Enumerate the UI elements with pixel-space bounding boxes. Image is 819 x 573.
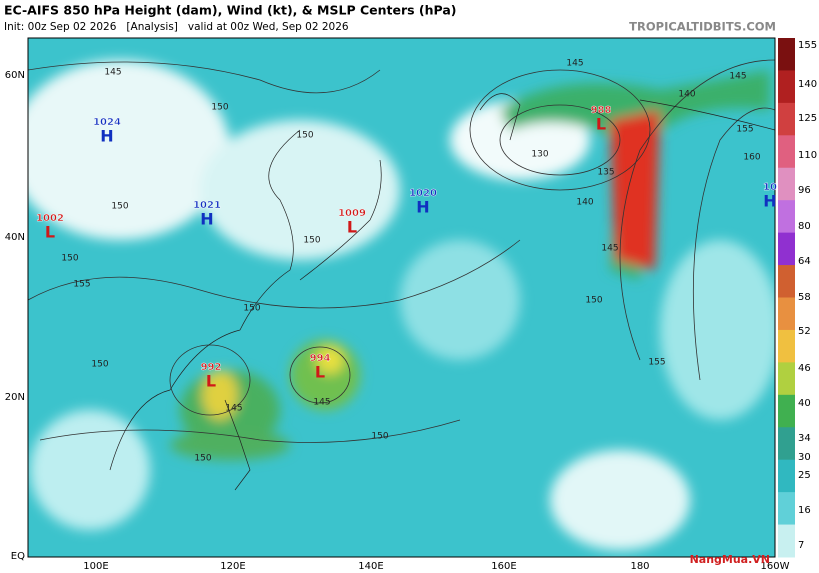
center-letter: H: [200, 210, 213, 229]
center-letter: L: [315, 363, 325, 382]
colorbar-label: 7: [798, 540, 804, 551]
colorbar-swatch: [778, 38, 795, 71]
colorbar-label: 30: [798, 452, 811, 463]
lon-label: 160E: [491, 561, 516, 572]
center-letter: H: [763, 192, 776, 211]
center-pressure: 992: [201, 362, 222, 373]
contour-label: 150: [243, 304, 260, 314]
contour-label: 135: [597, 168, 614, 178]
map-frame: [27, 37, 776, 558]
colorbar-swatch: [778, 70, 795, 104]
center-letter: L: [347, 218, 357, 237]
center-pressure: 1020: [409, 188, 437, 199]
colorbar-swatch: [778, 297, 795, 331]
contour-label: 150: [303, 236, 320, 246]
colorbar-swatch: [778, 200, 795, 234]
colorbar-swatch: [778, 492, 795, 526]
lon-label: 120E: [220, 561, 245, 572]
wind-shading: [28, 60, 775, 550]
lat-label: 40N: [5, 232, 25, 243]
contour-label: 145: [566, 59, 583, 69]
contour-label: 145: [104, 68, 121, 78]
contour-label: 140: [678, 90, 695, 100]
colorbar-label: 64: [798, 256, 811, 267]
center-pressure: 1002: [36, 213, 64, 224]
subtitle: Init: 00z Sep 02 2026 [Analysis] valid a…: [4, 21, 349, 33]
lon-label: 160W: [761, 561, 790, 572]
watermark: NangMua.VN: [690, 553, 770, 566]
colorbar-label: 110: [798, 150, 817, 161]
contour-label: 150: [91, 360, 108, 370]
contour-label: 155: [73, 280, 90, 290]
colorbar-label: 40: [798, 398, 811, 409]
center-pressure: 1021: [193, 200, 221, 211]
center-pressure: 1009: [338, 208, 366, 219]
contour-label: 150: [585, 296, 602, 306]
contour-label: 150: [194, 454, 211, 464]
contour-label: 145: [601, 244, 618, 254]
contour-label: 145: [225, 404, 242, 414]
colorbar-label: 25: [798, 470, 811, 481]
center-pressure: 10: [763, 182, 777, 193]
center-pressure: 988: [591, 105, 612, 116]
colorbar-label: 155: [798, 40, 817, 51]
contour-label: 130: [531, 150, 548, 160]
colorbar-label: 125: [798, 113, 817, 124]
contour-label: 145: [313, 398, 330, 408]
center-letter: L: [596, 115, 606, 134]
colorbar-swatch: [778, 232, 795, 266]
center-letter: H: [100, 127, 113, 146]
colorbar-swatch: [778, 394, 795, 428]
lon-label: 100E: [83, 561, 108, 572]
colorbar-label: 46: [798, 363, 811, 374]
contour-label: 160: [743, 153, 760, 163]
colorbar-swatch: [778, 362, 795, 396]
colorbar-label: 96: [798, 185, 811, 196]
center-letter: L: [45, 223, 55, 242]
center-letter: L: [206, 372, 216, 391]
colorbar-label: 34: [798, 433, 811, 444]
map-area: [28, 38, 775, 557]
center-pressure: 994: [310, 353, 331, 364]
contour-label: 150: [371, 432, 388, 442]
contour-label: 150: [211, 103, 228, 113]
lat-label: 20N: [5, 392, 25, 403]
lon-label: 180: [630, 561, 649, 572]
site-credit: TROPICALTIDBITS.COM: [629, 20, 776, 34]
colorbar-swatch: [778, 135, 795, 169]
colorbar-label: 52: [798, 326, 811, 337]
contour-label: 155: [736, 125, 753, 135]
height-contours: [28, 59, 775, 443]
lat-label: EQ: [11, 551, 25, 562]
colorbar: [778, 38, 795, 558]
contour-label: 155: [648, 358, 665, 368]
contour-label: 150: [61, 254, 78, 264]
colorbar-label: 16: [798, 505, 811, 516]
contour-label: 150: [111, 202, 128, 212]
center-letter: H: [416, 198, 429, 217]
lat-label: 60N: [5, 70, 25, 81]
lon-label: 140E: [358, 561, 383, 572]
colorbar-swatch: [778, 329, 795, 363]
coastlines: [109, 93, 775, 491]
colorbar-swatch: [778, 459, 795, 493]
contour-label: 150: [296, 131, 313, 141]
colorbar-label: 140: [798, 79, 817, 90]
contour-label: 140: [576, 198, 593, 208]
contour-label: 145: [729, 72, 746, 82]
colorbar-label: 80: [798, 221, 811, 232]
colorbar-swatch: [778, 167, 795, 201]
colorbar-swatch: [778, 427, 795, 461]
center-pressure: 1024: [93, 117, 121, 128]
title: EC-AIFS 850 hPa Height (dam), Wind (kt),…: [4, 3, 457, 18]
colorbar-swatch: [778, 265, 795, 298]
colorbar-label: 58: [798, 292, 811, 303]
colorbar-swatch: [778, 102, 795, 136]
colorbar-swatch: [778, 524, 795, 558]
